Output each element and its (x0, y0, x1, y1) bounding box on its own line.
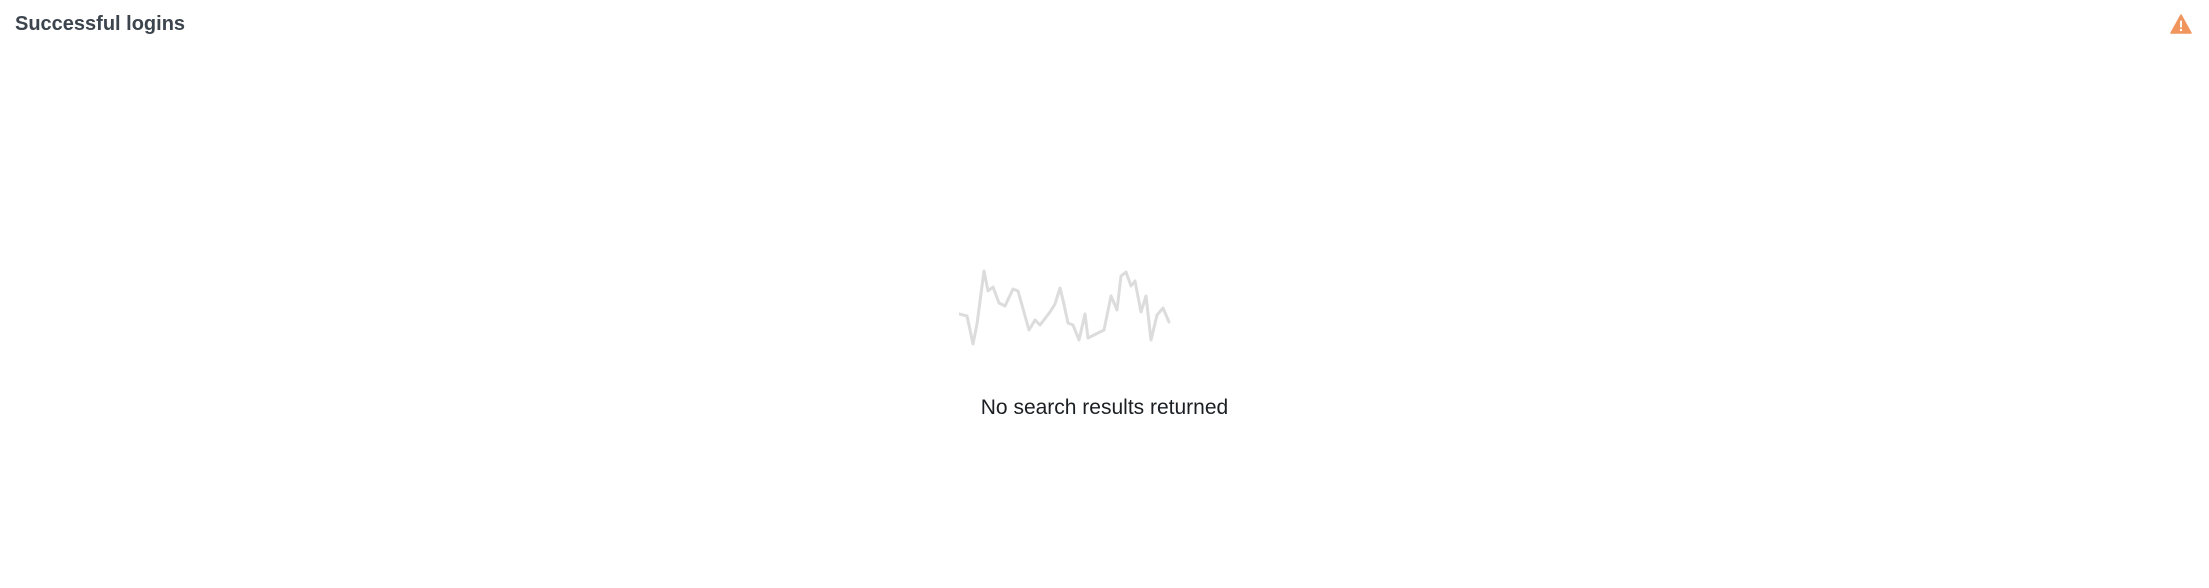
empty-sparkline-icon (958, 269, 1170, 346)
panel-title: Successful logins (15, 12, 186, 35)
panel-header: Successful logins (15, 0, 2194, 48)
empty-state: No search results returned (0, 254, 2209, 420)
warning-button[interactable] (2168, 11, 2194, 37)
warning-triangle-icon (2170, 14, 2192, 34)
empty-state-message: No search results returned (980, 396, 1229, 419)
